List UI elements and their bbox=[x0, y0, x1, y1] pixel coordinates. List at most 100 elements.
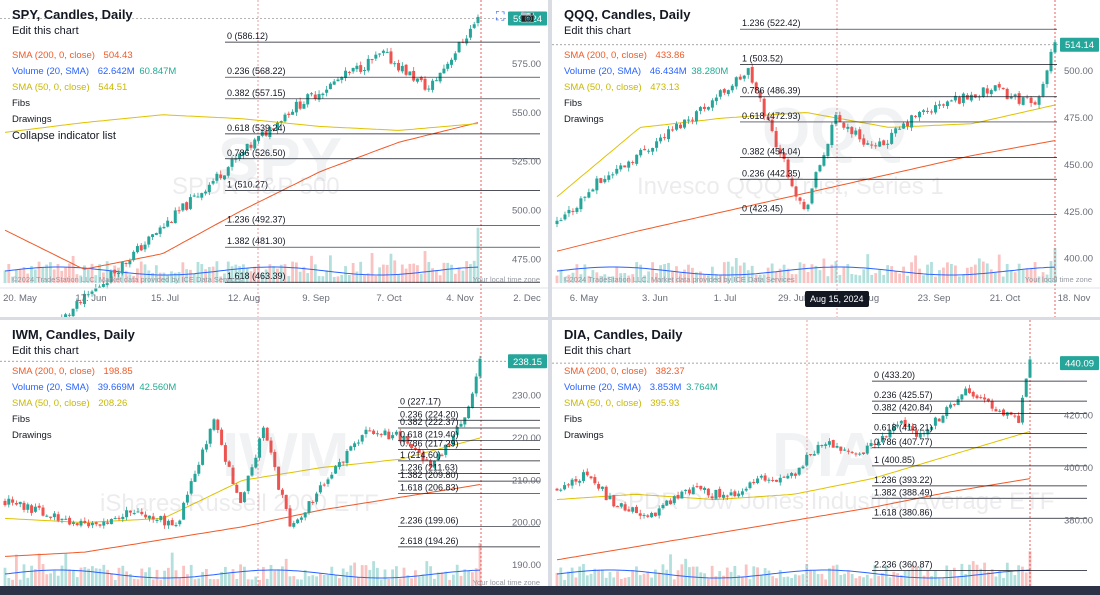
volume-bar bbox=[11, 276, 14, 283]
volume-bar bbox=[691, 566, 695, 586]
volume-bar bbox=[334, 575, 337, 586]
volume-bar bbox=[865, 574, 869, 586]
sma200-label: SMA (200, 0, close) bbox=[564, 366, 647, 377]
spy-volume-legend[interactable]: Volume (20, SMA) 62.642M 60.847M bbox=[12, 66, 182, 77]
qqq-fibs-label[interactable]: Fibs bbox=[564, 98, 582, 109]
candle bbox=[442, 68, 446, 74]
candle bbox=[684, 489, 688, 491]
candle bbox=[1021, 97, 1025, 105]
fib-level-label: 0.382 (557.15) bbox=[227, 88, 286, 98]
candle bbox=[612, 495, 616, 507]
candle bbox=[330, 474, 334, 479]
dia-sma200-legend[interactable]: SMA (200, 0, close) 382.37 bbox=[564, 366, 691, 377]
chart-panel-iwm[interactable]: 0 (227.17) 0.236 (224.20) 0.382 (222.37) 0.… bbox=[0, 320, 548, 586]
candle bbox=[839, 446, 843, 451]
candle bbox=[892, 426, 896, 431]
iwm-drawings-label[interactable]: Drawings bbox=[12, 430, 52, 441]
iwm-sma50-legend[interactable]: SMA (50, 0, close) 208.26 bbox=[12, 398, 133, 409]
last-price-badge bbox=[1060, 37, 1099, 52]
volume-bar bbox=[186, 574, 189, 586]
volume-bar bbox=[219, 276, 223, 283]
collapse-indicator-list-button[interactable]: Collapse indicator list bbox=[12, 130, 116, 142]
spy-drawings-label[interactable]: Drawings bbox=[12, 114, 52, 125]
spy-sma50-legend[interactable]: SMA (50, 0, close) 544.51 bbox=[12, 82, 133, 93]
x-axis-tick-label: 2. Dec bbox=[513, 293, 541, 304]
volume-bar bbox=[177, 271, 181, 283]
local-time-zone-label[interactable]: Your local time zone bbox=[473, 578, 540, 586]
candle bbox=[981, 87, 985, 97]
volume-bar bbox=[56, 263, 60, 283]
chart-panel-dia[interactable]: 0 (433.20) 0.236 (425.57) 0.382 (420.84) 0.… bbox=[552, 320, 1100, 586]
candle bbox=[714, 489, 718, 499]
qqq-sma200-legend[interactable]: SMA (200, 0, close) 433.86 bbox=[564, 50, 691, 61]
candle bbox=[378, 53, 382, 55]
spy-fibs-label[interactable]: Fibs bbox=[12, 98, 30, 109]
iwm-sma200-legend[interactable]: SMA (200, 0, close) 198.85 bbox=[12, 366, 139, 377]
candle bbox=[971, 391, 975, 397]
chart-panel-qqq[interactable]: 1.236 (522.42) 1 (503.52) 0.786 (486.39) 0.… bbox=[552, 0, 1100, 317]
volume-bar bbox=[915, 566, 918, 586]
spy-plot[interactable]: 0 (586.12) 0.236 (568.22) 0.382 (557.15) 0.… bbox=[0, 0, 548, 317]
candle bbox=[752, 481, 756, 484]
candle bbox=[706, 488, 710, 496]
qqq-edit-chart-link[interactable]: Edit this chart bbox=[564, 25, 631, 37]
dia-sma50-legend[interactable]: SMA (50, 0, close) 395.93 bbox=[564, 398, 685, 409]
iwm-fibs-label[interactable]: Fibs bbox=[12, 414, 30, 425]
qqq-plot[interactable]: 1.236 (522.42) 1 (503.52) 0.786 (486.39) 0.… bbox=[552, 0, 1100, 317]
volume-bar bbox=[311, 575, 315, 586]
x-axis-tick-label: 4. Nov bbox=[446, 293, 474, 304]
candle bbox=[336, 79, 340, 82]
candle bbox=[694, 111, 698, 122]
volume-bar bbox=[212, 579, 216, 586]
iwm-edit-chart-link[interactable]: Edit this chart bbox=[12, 345, 79, 357]
volume-bar bbox=[452, 574, 455, 586]
local-time-zone-label[interactable]: Your local time zone bbox=[1025, 275, 1092, 284]
volume-bar bbox=[722, 262, 726, 283]
volume-bar bbox=[1029, 267, 1033, 283]
volume-bar bbox=[758, 274, 762, 283]
volume-bar bbox=[136, 579, 140, 586]
qqq-sma50-legend[interactable]: SMA (50, 0, close) 473.13 bbox=[564, 82, 685, 93]
dia-fibs-label[interactable]: Fibs bbox=[564, 414, 582, 425]
dia-drawings-label[interactable]: Drawings bbox=[564, 430, 604, 441]
chart-panel-spy[interactable]: 0 (586.12) 0.236 (568.22) 0.382 (557.15) 0.… bbox=[0, 0, 548, 317]
volume-bar bbox=[862, 577, 865, 586]
volume-bar bbox=[623, 577, 627, 586]
local-time-zone-label[interactable]: Your local time zone bbox=[473, 275, 540, 284]
spy-sma200-legend[interactable]: SMA (200, 0, close) 504.43 bbox=[12, 50, 139, 61]
volume-bar bbox=[329, 255, 332, 283]
volume-bar bbox=[930, 576, 934, 586]
candle bbox=[888, 430, 892, 438]
volume-bar bbox=[812, 570, 816, 586]
candle bbox=[782, 153, 786, 160]
candle bbox=[957, 97, 961, 104]
volume-bar bbox=[862, 269, 866, 283]
candle bbox=[754, 82, 758, 91]
dia-edit-chart-link[interactable]: Edit this chart bbox=[564, 345, 631, 357]
candle bbox=[758, 90, 762, 99]
dia-plot[interactable]: 0 (433.20) 0.236 (425.57) 0.382 (420.84) 0.… bbox=[552, 320, 1100, 586]
candle bbox=[778, 148, 782, 155]
qqq-volume-legend[interactable]: Volume (20, SMA) 46.434M 38.280M bbox=[564, 66, 734, 77]
volume-bar bbox=[619, 273, 623, 283]
qqq-drawings-label[interactable]: Drawings bbox=[564, 114, 604, 125]
volume-bar bbox=[288, 576, 292, 586]
volume-bar bbox=[139, 261, 143, 283]
camera-icon[interactable]: 📷 bbox=[520, 9, 535, 23]
fullscreen-icon[interactable]: ⛶ bbox=[496, 9, 505, 23]
spy-edit-chart-link[interactable]: Edit this chart bbox=[12, 25, 79, 37]
iwm-volume-legend[interactable]: Volume (20, SMA) 39.669M 42.560M bbox=[12, 382, 182, 393]
volume-bar bbox=[809, 570, 812, 586]
candle bbox=[325, 89, 329, 93]
candle bbox=[571, 210, 575, 212]
candle bbox=[215, 173, 219, 181]
iwm-plot[interactable]: 0 (227.17) 0.236 (224.20)0.382 (222.37) 0.… bbox=[0, 320, 548, 586]
candle bbox=[374, 54, 378, 59]
candle bbox=[699, 485, 703, 490]
data-credit: ©2024 TradeStation LLC. Market data prov… bbox=[564, 275, 795, 284]
y-axis-tick-label: 550.00 bbox=[512, 108, 541, 119]
dia-volume-legend[interactable]: Volume (20, SMA) 3.853M 3.764M bbox=[564, 382, 724, 393]
volume-bar bbox=[703, 573, 706, 586]
volume-bar bbox=[296, 579, 299, 586]
candle bbox=[816, 444, 820, 454]
